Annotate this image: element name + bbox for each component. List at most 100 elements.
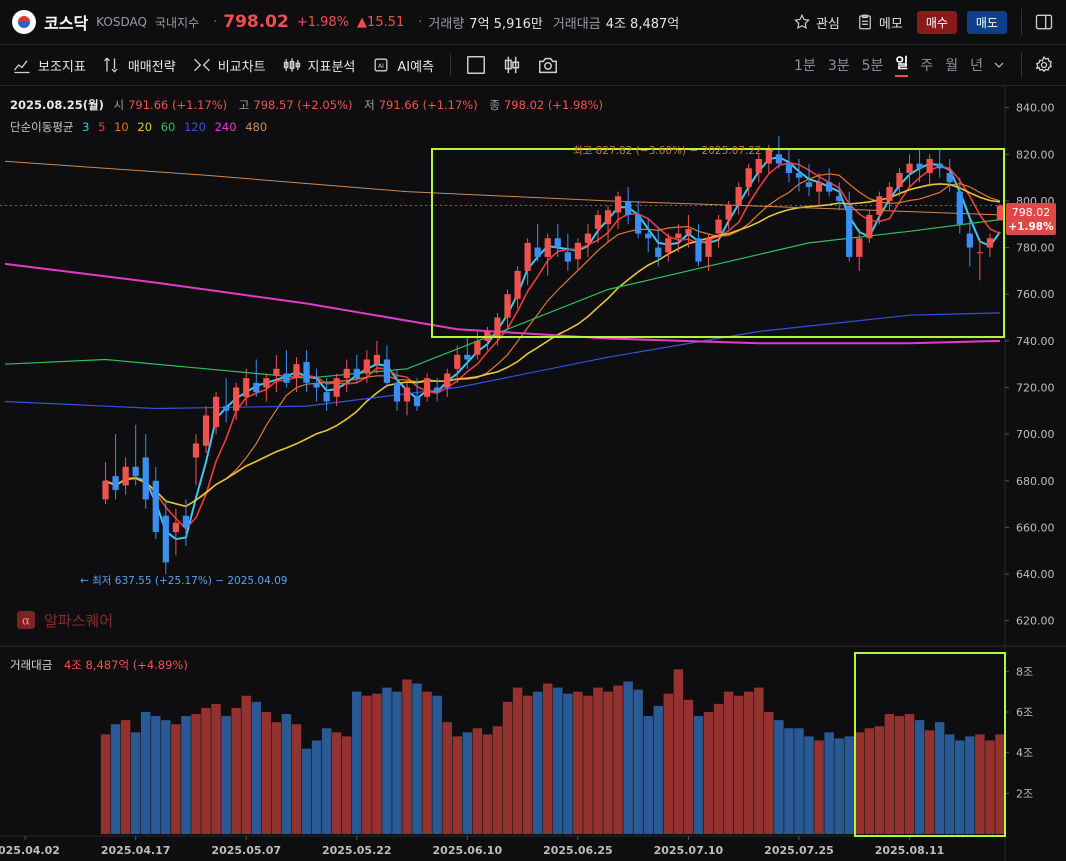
candle-body[interactable] [172,522,179,533]
volume-bar[interactable] [110,724,121,834]
volume-bar[interactable] [975,734,985,834]
candle-body[interactable] [293,364,300,379]
candle-body[interactable] [102,480,109,500]
volume-bar[interactable] [372,693,382,834]
candle-body[interactable] [705,238,712,257]
candle-body[interactable] [132,466,139,477]
volume-bar[interactable] [402,679,412,834]
candle-body[interactable] [122,466,129,486]
candle-body[interactable] [936,163,943,169]
candle-body[interactable] [976,252,983,254]
candle-body[interactable] [795,172,803,178]
candle-body[interactable] [725,205,732,220]
candle-body[interactable] [152,480,159,533]
candle-body[interactable] [403,387,411,402]
candle-body[interactable] [614,196,622,213]
candle-body[interactable] [785,163,793,173]
volume-bar[interactable] [392,691,402,834]
volume-bar[interactable] [271,722,282,834]
volume-bar[interactable] [703,712,714,834]
candle-body[interactable] [735,186,742,206]
volume-bar[interactable] [934,722,945,834]
candle-body[interactable] [966,233,973,248]
period-month[interactable]: 월 [945,58,959,74]
memo-button[interactable]: 메모 [856,13,903,32]
candle-body[interactable] [474,340,481,355]
volume-bar[interactable] [663,693,674,834]
volume-bar[interactable] [733,695,744,834]
watch-button[interactable]: 관심 [793,13,840,32]
candle-body[interactable] [413,396,421,407]
volume-bar[interactable] [593,687,603,834]
candle-body[interactable] [946,172,953,183]
volume-bar[interactable] [342,736,352,834]
price-chart[interactable]: 620.00 640.00 660.00 680.00 700.00 720.00 740.… [0,86,1066,861]
volume-bar[interactable] [130,732,141,834]
volume-bar[interactable] [472,728,483,834]
tool-indicator[interactable]: 보조지표 [12,55,86,75]
volume-bar[interactable] [281,714,292,834]
period-3min[interactable]: 3분 [827,58,850,74]
candle-body[interactable] [906,163,913,173]
volume-bar[interactable] [251,701,261,834]
candle-body[interactable] [534,247,541,257]
volume-bar[interactable] [824,732,834,834]
volume-bar[interactable] [573,691,583,834]
volume-bar[interactable] [221,716,231,834]
candle-body[interactable] [434,387,441,393]
volume-bar[interactable] [563,693,573,834]
candle-body[interactable] [896,172,903,187]
volume-bar[interactable] [904,714,915,834]
candle-body[interactable] [424,378,431,397]
candle-body[interactable] [323,392,330,402]
volume-bar[interactable] [583,695,593,834]
candle-body[interactable] [393,382,401,402]
volume-bar[interactable] [522,695,533,834]
volume-bar[interactable] [914,720,925,834]
candle-body[interactable] [223,406,230,411]
candle-body[interactable] [675,233,682,239]
tool-compare[interactable]: 비교차트 [192,55,266,75]
candle-body[interactable] [826,182,833,192]
volume-bar[interactable] [744,691,754,834]
candle-body[interactable] [695,238,702,262]
volume-bar[interactable] [301,748,312,834]
volume-bar[interactable] [985,740,995,834]
candle-body[interactable] [202,415,210,446]
volume-bar[interactable] [623,681,633,835]
volume-bar[interactable] [120,720,131,834]
candle-body[interactable] [504,294,511,318]
volume-bar[interactable] [452,736,462,834]
volume-bar[interactable] [352,691,362,834]
volume-bar[interactable] [693,716,704,834]
tool-analysis[interactable]: 지표분석 [282,55,355,75]
candle-body[interactable] [333,378,340,397]
candle-body[interactable] [715,219,722,234]
volume-bar[interactable] [723,691,734,834]
volume-bar[interactable] [643,716,653,834]
volume-bar[interactable] [955,740,965,834]
candle-body[interactable] [514,270,521,299]
candle-body[interactable] [353,368,360,379]
buy-button[interactable]: 매수 [916,10,957,34]
volume-bar[interactable] [311,740,322,834]
volume-bar[interactable] [884,714,895,834]
candle-body[interactable] [625,200,632,215]
volume-bar[interactable] [965,736,975,834]
volume-bar[interactable] [191,714,201,834]
candle-body[interactable] [876,196,883,215]
volume-bar[interactable] [362,695,372,834]
candle-body[interactable] [383,359,391,383]
volume-bar[interactable] [502,701,513,834]
volume-bar[interactable] [241,695,251,834]
candle-body[interactable] [645,233,652,239]
candle-body[interactable] [805,182,813,187]
candle-body[interactable] [343,368,350,379]
square-view-icon[interactable] [465,54,487,76]
candle-body[interactable] [916,163,923,169]
candle-body[interactable] [544,238,551,257]
period-1min[interactable]: 1분 [794,58,816,74]
candle-body[interactable] [635,214,642,234]
volume-bar[interactable] [613,685,623,834]
volume-bar[interactable] [874,726,885,834]
